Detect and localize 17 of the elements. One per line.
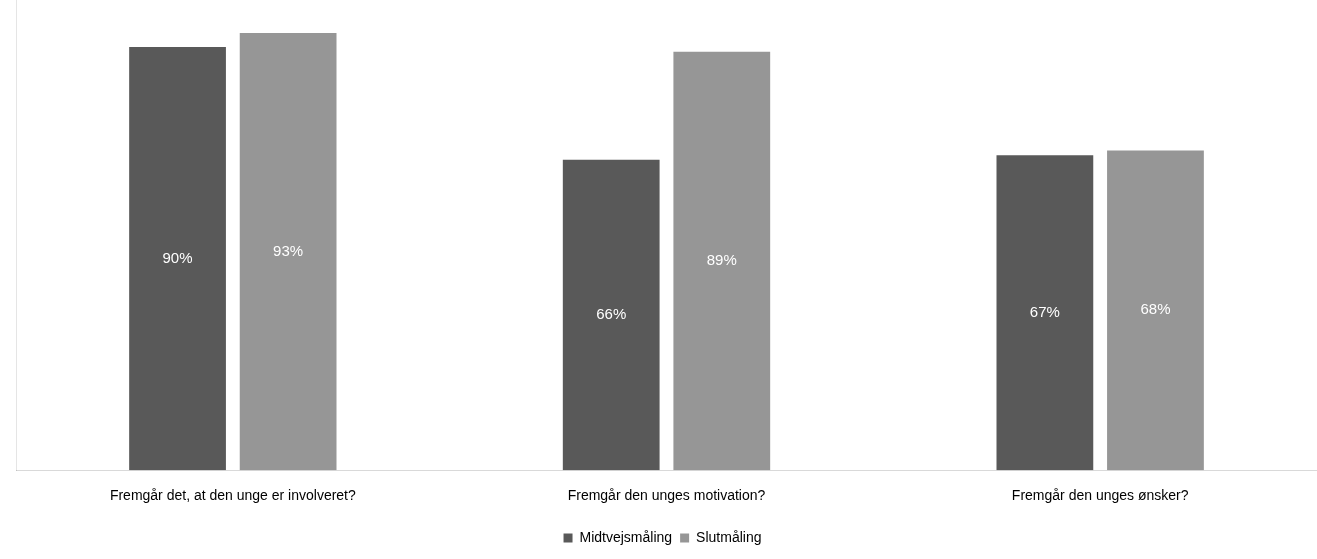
- bar: [996, 155, 1094, 471]
- bar: [1107, 150, 1204, 471]
- x-tick-label: Fremgår den unges motivation?: [567, 487, 766, 504]
- data-label: 93%: [273, 241, 304, 259]
- bar: [673, 51, 771, 471]
- bar: [129, 47, 226, 471]
- bar: [239, 32, 337, 471]
- data-label: 68%: [1140, 300, 1171, 318]
- x-tick-label: Fremgår den unges ønsker?: [1011, 487, 1189, 504]
- bar: [562, 159, 660, 471]
- legend-label: Slutmåling: [696, 528, 762, 545]
- data-label: 90%: [162, 248, 193, 266]
- data-label: 67%: [1029, 302, 1060, 320]
- legend-label: Midtvejsmåling: [579, 528, 673, 545]
- data-label: 89%: [706, 251, 737, 269]
- x-tick-label: Fremgår det, at den unge er involveret?: [109, 487, 356, 504]
- data-label: 66%: [596, 305, 627, 323]
